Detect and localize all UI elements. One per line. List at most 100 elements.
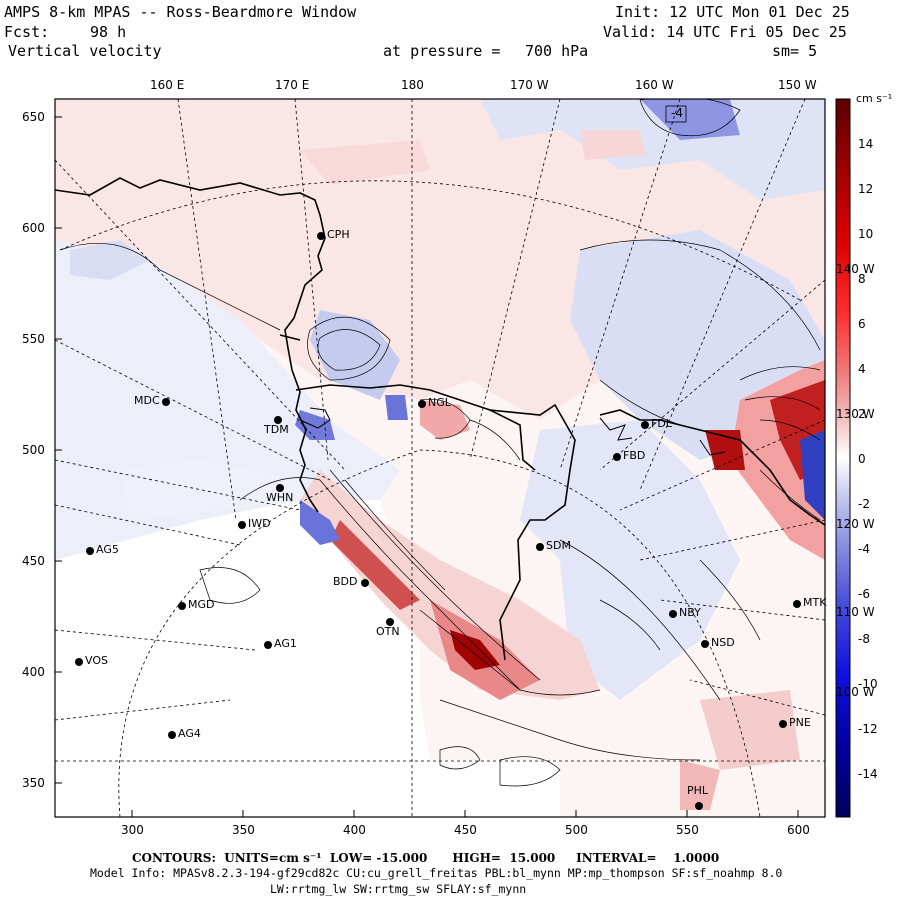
x-tick: 450: [454, 823, 477, 837]
colorbar-label: 4: [858, 362, 866, 376]
negative-field-region: [310, 310, 400, 400]
x-tick: 550: [676, 823, 699, 837]
colorbar-label: -8: [858, 632, 870, 646]
lon-tick: 170 E: [275, 78, 310, 92]
station-label: AG1: [274, 637, 297, 650]
station-marker: [386, 618, 394, 626]
lon-tick: 100 W: [836, 685, 875, 699]
colorbar: [835, 98, 851, 818]
negative-field-region: [800, 430, 825, 520]
station-marker: [75, 658, 83, 666]
forecast-hours: 98 h: [90, 23, 127, 41]
axis-ticks: [55, 116, 799, 817]
station-label: TDM: [264, 423, 289, 436]
station-marker: [162, 398, 170, 406]
x-tick: 350: [232, 823, 255, 837]
station-label: FBD: [623, 449, 646, 462]
positive-field-region: [330, 520, 420, 610]
negative-field-region: [120, 460, 310, 520]
station-marker: [613, 453, 621, 461]
pressure-label: at pressure =: [383, 42, 501, 60]
negative-field-region: [385, 395, 408, 420]
pressure-value: 700 hPa: [525, 42, 589, 60]
colorbar-label: 10: [858, 227, 874, 241]
valid-time: Valid: 14 UTC Fri 05 Dec 25: [603, 23, 847, 41]
positive-field-region: [450, 630, 500, 670]
y-tick: 600: [22, 221, 45, 235]
contour-label-box: [665, 105, 687, 123]
station-marker: [669, 610, 677, 618]
lon-tick: 110 W: [836, 605, 875, 619]
graticule: [55, 99, 825, 817]
station-label: IWD: [248, 517, 271, 530]
station-label: BDD: [333, 575, 358, 588]
colorbar-label: -14: [858, 767, 878, 781]
station-marker: [86, 547, 94, 555]
y-tick: 450: [22, 554, 45, 568]
station-marker: [178, 602, 186, 610]
colorbar-label: 12: [858, 182, 874, 196]
positive-field-region: [300, 470, 600, 700]
station-label: MTK: [803, 596, 827, 609]
station-label: VOS: [85, 654, 108, 667]
init-time: Init: 12 UTC Mon 01 Dec 25: [615, 3, 850, 21]
lon-tick: 160 W: [635, 78, 674, 92]
lon-tick: 130 W: [836, 407, 875, 421]
station-label: NBY: [679, 606, 701, 619]
station-marker: [238, 521, 246, 529]
y-tick: 400: [22, 665, 45, 679]
station-marker: [276, 484, 284, 492]
colorbar-units: cm s⁻¹: [856, 92, 893, 105]
quiet-land-region: [55, 500, 560, 817]
station-label: NGL: [428, 396, 451, 409]
station-marker: [274, 416, 282, 424]
map-frame: [54, 98, 826, 818]
station-marker: [418, 400, 426, 408]
station-label: AG5: [96, 543, 119, 556]
colorbar-label: 14: [858, 137, 874, 151]
y-tick: 650: [22, 110, 45, 124]
station-marker: [168, 731, 176, 739]
positive-field-region: [300, 140, 430, 185]
y-tick: 350: [22, 776, 45, 790]
station-label: NSD: [711, 636, 735, 649]
station-label: PNE: [789, 716, 811, 729]
positive-field-region: [705, 430, 745, 470]
colorbar-label: 0: [858, 452, 866, 466]
station-label: PHL: [687, 784, 709, 797]
positive-field-region: [680, 760, 720, 810]
y-tick: 550: [22, 332, 45, 346]
x-tick: 300: [121, 823, 144, 837]
station-marker: [264, 641, 272, 649]
colorbar-label: -2: [858, 497, 870, 511]
station-marker: [317, 232, 325, 240]
station-marker: [641, 421, 649, 429]
station-label: OTN: [376, 625, 400, 638]
negative-field-region: [520, 420, 740, 700]
colorbar-label: -10: [858, 677, 878, 691]
colorbar-label: -6: [858, 587, 870, 601]
station-marker: [793, 600, 801, 608]
lon-tick: 180: [401, 78, 424, 92]
station-label: CPH: [327, 228, 350, 241]
positive-field-region: [700, 690, 800, 770]
x-tick: 500: [565, 823, 588, 837]
contour-label: -4: [671, 106, 683, 120]
lon-tick: 160 E: [150, 78, 185, 92]
positive-field-region: [580, 130, 645, 160]
plot-title: AMPS 8-km MPAS -- Ross-Beardmore Window: [4, 3, 357, 21]
station-label: MGD: [188, 598, 215, 611]
colorbar-label: -4: [858, 542, 870, 556]
station-label: MDC: [134, 394, 160, 407]
station-marker: [695, 802, 703, 810]
contours-info: CONTOURS: UNITS=cm s⁻¹ LOW= -15.000 HIGH…: [132, 851, 720, 865]
colorbar-label: 8: [858, 272, 866, 286]
positive-field-region: [420, 400, 470, 440]
station-label: AG4: [178, 727, 201, 740]
coastline: [55, 177, 825, 661]
colorbar-label: 2: [858, 407, 866, 421]
lon-tick: 140 W: [836, 262, 875, 276]
colorbar-label: -12: [858, 722, 878, 736]
smoothing: sm= 5: [772, 42, 818, 60]
